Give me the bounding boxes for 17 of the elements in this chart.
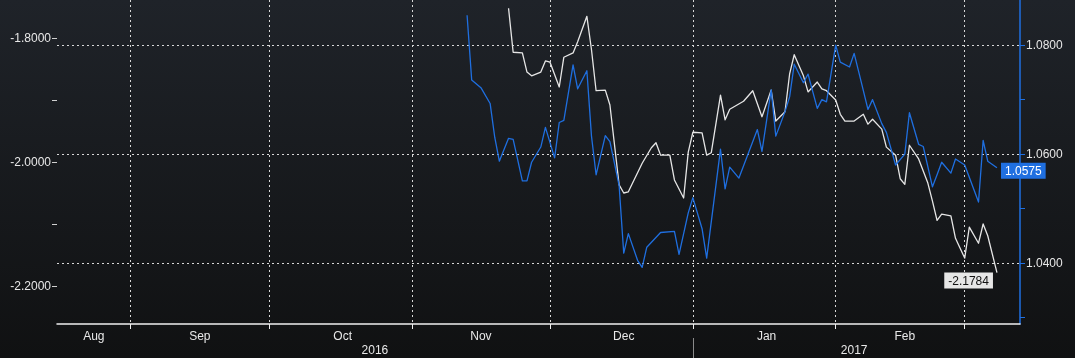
y2-tick-label: 1.0400 (1026, 256, 1064, 271)
x2-tick-label: 2017 (840, 343, 868, 357)
y2-tick-label: 1.0600 (1026, 147, 1064, 162)
x-tick-label: Sep (189, 329, 211, 343)
x-tick-label: Aug (83, 329, 105, 343)
y-tick-label: -2.0000 (10, 155, 52, 169)
x-tick-label: Oct (333, 329, 353, 343)
x-tick-label: Dec (613, 329, 635, 343)
data-label: 1.0575 (1004, 163, 1042, 178)
y-tick-label: -2.2000 (10, 279, 52, 293)
y-tick-label: -1.8000 (10, 31, 52, 45)
x2-tick-label: 2016 (361, 343, 389, 357)
x-tick-label: Jan (756, 329, 777, 343)
x-tick-label: Feb (894, 329, 916, 343)
x-tick-label: Nov (470, 329, 492, 343)
data-label: -2.1784 (948, 273, 990, 288)
y2-tick-label: 1.0800 (1026, 38, 1064, 53)
